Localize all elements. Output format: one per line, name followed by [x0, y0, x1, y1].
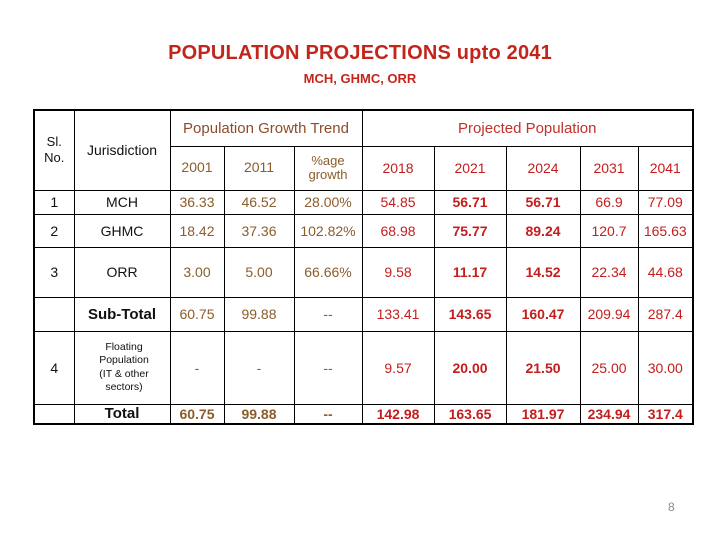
cell-projected: 163.65: [433, 403, 507, 425]
cell-projected: 133.41: [361, 296, 435, 332]
cell-projected: 66.9: [579, 189, 639, 215]
cell-jurisdiction: MCH: [73, 189, 171, 215]
cell-jurisdiction: ORR: [73, 246, 171, 298]
cell-growth: -: [169, 330, 225, 405]
sl-no-header: Sl. No.: [33, 109, 75, 191]
header-group-row: Sl. No. Jurisdiction Population Growth Tre…: [33, 109, 694, 191]
cell-sl-no: [33, 403, 75, 425]
cell-projected: 165.63: [637, 213, 694, 248]
year-header-2011: 2011: [223, 145, 295, 191]
cell-sl-no: 2: [33, 213, 75, 248]
cell-jurisdiction: Total: [73, 403, 171, 425]
table-row: 3 ORR 3.00 5.00 66.66% 9.58 11.17 14.52 22.34 44.…: [33, 246, 694, 298]
table-row: 1 MCH 36.33 46.52 28.00% 54.85 56.71 56.71 66.9 7…: [33, 189, 694, 215]
cell-projected: 54.85: [361, 189, 435, 215]
cell-projected: 56.71: [505, 189, 581, 215]
cell-projected: 25.00: [579, 330, 639, 405]
cell-projected: 234.94: [579, 403, 639, 425]
cell-growth: 37.36: [223, 213, 295, 248]
cell-growth: -: [223, 330, 295, 405]
page-number: 8: [668, 500, 675, 514]
cell-sl-no: 1: [33, 189, 75, 215]
cell-growth: 28.00%: [293, 189, 363, 215]
cell-projected: 20.00: [433, 330, 507, 405]
cell-growth: --: [293, 403, 363, 425]
cell-growth: --: [293, 296, 363, 332]
table-body: 1 MCH 36.33 46.52 28.00% 54.85 56.71 56.71 66.9 7…: [33, 189, 694, 425]
cell-growth: 18.42: [169, 213, 225, 248]
cell-projected: 209.94: [579, 296, 639, 332]
cell-projected: 14.52: [505, 246, 581, 298]
cell-projected: 11.17: [433, 246, 507, 298]
year-header-2031: 2031: [579, 145, 639, 191]
table-row: Sub-Total 60.75 99.88 -- 133.41 143.65 160.47 2…: [33, 296, 694, 332]
cell-projected: 9.57: [361, 330, 435, 405]
cell-jurisdiction: Sub-Total: [73, 296, 171, 332]
year-header-2024: 2024: [505, 145, 581, 191]
cell-projected: 30.00: [637, 330, 694, 405]
slide-title: POPULATION PROJECTIONS upto 2041: [168, 42, 552, 64]
cell-growth: 60.75: [169, 296, 225, 332]
cell-sl-no: 3: [33, 246, 75, 298]
slide-subtitle: MCH, GHMC, ORR: [303, 71, 417, 86]
cell-projected: 9.58: [361, 246, 435, 298]
cell-projected: 142.98: [361, 403, 435, 425]
year-header-2041: 2041: [637, 145, 694, 191]
cell-projected: 287.4: [637, 296, 694, 332]
cell-growth: 60.75: [169, 403, 225, 425]
cell-sl-no: 4: [33, 330, 75, 405]
cell-growth: 99.88: [223, 296, 295, 332]
cell-growth: 102.82%: [293, 213, 363, 248]
year-header-2001: 2001: [169, 145, 225, 191]
cell-growth: 3.00: [169, 246, 225, 298]
year-header-2021: 2021: [433, 145, 507, 191]
cell-projected: 143.65: [433, 296, 507, 332]
cell-projected: 120.7: [579, 213, 639, 248]
cell-projected: 68.98: [361, 213, 435, 248]
cell-projected: 44.68: [637, 246, 694, 298]
cell-projected: 22.34: [579, 246, 639, 298]
table-row: Total 60.75 99.88 -- 142.98 163.65 181.97 234.9…: [33, 403, 694, 425]
cell-growth: 99.88: [223, 403, 295, 425]
population-projection-table: Sl. No. Jurisdiction Population Growth Tre…: [33, 109, 695, 425]
cell-projected: 89.24: [505, 213, 581, 248]
jurisdiction-header: Jurisdiction: [73, 109, 171, 191]
cell-projected: 77.09: [637, 189, 694, 215]
cell-growth: 36.33: [169, 189, 225, 215]
cell-projected: 160.47: [505, 296, 581, 332]
table-header: Sl. No. Jurisdiction Population Growth Tre…: [33, 109, 694, 191]
cell-projected: 21.50: [505, 330, 581, 405]
cell-jurisdiction: Floating Population (IT & other sectors): [73, 330, 171, 405]
cell-projected: 317.4: [637, 403, 694, 425]
cell-growth: 66.66%: [293, 246, 363, 298]
group-header-projected: Projected Population: [361, 109, 694, 147]
table-row: 2 GHMC 18.42 37.36 102.82% 68.98 75.77 89.24 120…: [33, 213, 694, 248]
year-header-2018: 2018: [361, 145, 435, 191]
cell-sl-no: [33, 296, 75, 332]
cell-growth: --: [293, 330, 363, 405]
header-year-row: 2001 2011 %age growth 2018 2021 2024 2031 2041: [34, 145, 694, 191]
cell-growth: 46.52: [223, 189, 295, 215]
table-row: 4 Floating Population (IT & other sectors…: [33, 330, 694, 405]
cell-projected: 56.71: [433, 189, 507, 215]
cell-projected: 181.97: [505, 403, 581, 425]
year-header--age-growth: %age growth: [293, 145, 363, 191]
cell-growth: 5.00: [223, 246, 295, 298]
group-header-growth: Population Growth Trend: [169, 109, 363, 147]
cell-jurisdiction: GHMC: [73, 213, 171, 248]
cell-projected: 75.77: [433, 213, 507, 248]
